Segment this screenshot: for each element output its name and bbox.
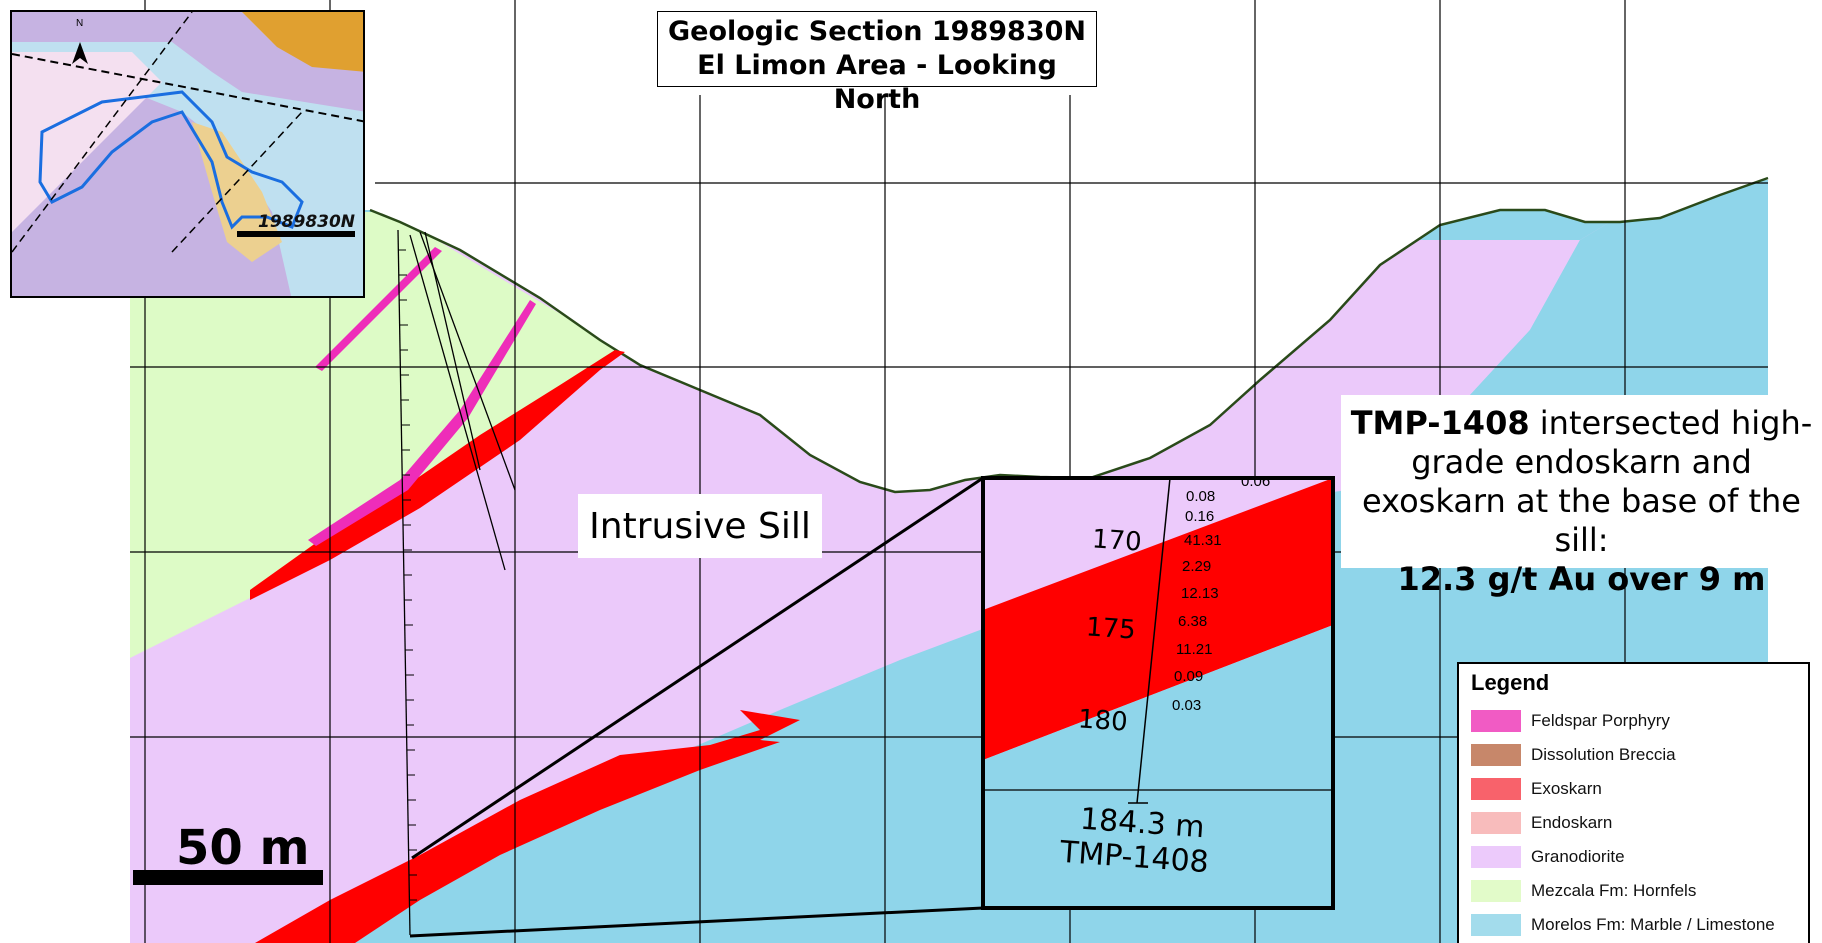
legend: Legend Feldspar Porphyry Dissolution Brec… (1457, 662, 1810, 943)
legend-title: Legend (1471, 670, 1550, 695)
result-callout: TMP-1408 intersected high-grade endoskar… (1341, 395, 1822, 598)
assay-value: 0.09 (1174, 668, 1204, 685)
assay-value: 0.06 (1241, 473, 1271, 490)
legend-swatch (1471, 846, 1521, 868)
zoom-line-lower (409, 906, 984, 938)
legend-label: Exoskarn (1531, 779, 1602, 798)
legend-swatch (1471, 744, 1521, 766)
exoskarn-lower (255, 710, 800, 943)
hornfels-unit (130, 212, 625, 658)
assay-value: 11.21 (1176, 641, 1213, 658)
depth-label-180: 180 (1077, 704, 1129, 738)
legend-label: Granodiorite (1531, 847, 1625, 866)
north-arrow-label: N (76, 18, 84, 29)
zoom-line-upper (411, 476, 984, 860)
drill-holes (397, 229, 516, 936)
inset-map-graphic (12, 12, 363, 296)
legend-swatch (1471, 710, 1521, 732)
title-line-1: Geologic Section 1989830N (667, 16, 1086, 47)
exoskarn-upper (250, 350, 625, 600)
legend-label: Morelos Fm: Marble / Limestone (1531, 915, 1775, 934)
legend-label: Mezcala Fm: Hornfels (1531, 881, 1697, 900)
assay-value: 0.03 (1172, 697, 1202, 714)
assay-value: 0.08 (1186, 488, 1216, 505)
legend-item: Feldspar Porphyry (1471, 708, 1670, 734)
legend-label: Endoskarn (1531, 813, 1613, 832)
assay-value: 6.38 (1178, 613, 1208, 630)
legend-label: Dissolution Breccia (1531, 745, 1676, 764)
legend-item: Granodiorite (1471, 844, 1625, 870)
porphyry-dike-1 (315, 247, 442, 371)
legend-item: Morelos Fm: Marble / Limestone (1471, 912, 1775, 938)
detail-box (981, 476, 1335, 910)
inset-section-label: 1989830N (258, 212, 356, 232)
legend-item: Endoskarn (1471, 810, 1612, 836)
assay-value: 41.31 (1184, 532, 1222, 549)
title-line-2: El Limon Area - Looking North (697, 50, 1057, 115)
assay-value: 12.13 (1181, 585, 1219, 602)
scale-bar-label: 50 m (176, 820, 310, 876)
legend-item: Dissolution Breccia (1471, 742, 1676, 768)
assay-value: 2.29 (1182, 558, 1212, 575)
assay-value: 0.16 (1185, 508, 1215, 525)
legend-swatch (1471, 812, 1521, 834)
legend-swatch (1471, 914, 1521, 936)
drill-hole-ticks (398, 249, 417, 901)
depth-label-170: 170 (1091, 524, 1143, 558)
legend-item: Mezcala Fm: Hornfels (1471, 878, 1696, 904)
inset-map: N 1989830N (10, 10, 365, 298)
callout-text: intersected high-grade endoskarn and exo… (1362, 404, 1813, 559)
depth-label-175: 175 (1085, 612, 1137, 646)
callout-hole-id: TMP-1408 (1350, 404, 1530, 442)
legend-swatch (1471, 778, 1521, 800)
intrusive-sill-label: Intrusive Sill (578, 494, 822, 558)
legend-item: Exoskarn (1471, 776, 1602, 802)
section-title: Geologic Section 1989830N El Limon Area … (657, 11, 1097, 115)
legend-label: Feldspar Porphyry (1531, 711, 1670, 730)
legend-swatch (1471, 880, 1521, 902)
scale-bar (133, 870, 323, 885)
callout-highlight: 12.3 g/t Au over 9 m (1397, 560, 1766, 598)
